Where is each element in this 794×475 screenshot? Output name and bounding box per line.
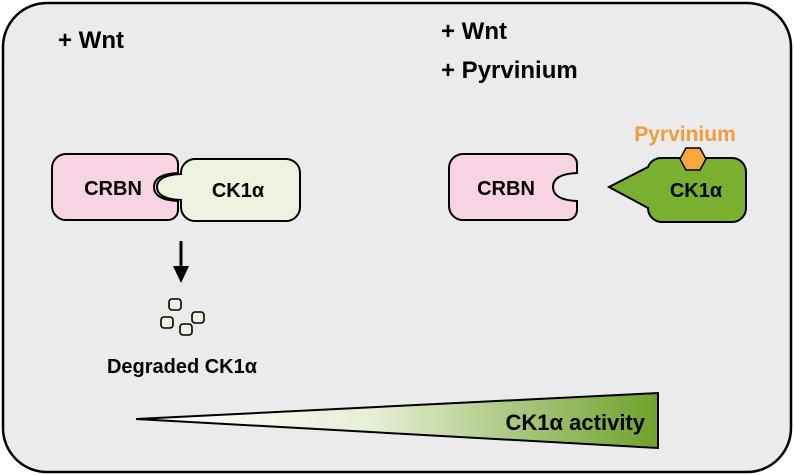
pyrvinium-label: Pyrvinium <box>634 123 736 146</box>
degraded-ck1a-label: Degraded CK1α <box>107 356 258 378</box>
ck1a-label-left: CK1α <box>212 180 265 202</box>
degraded-fragments-icon <box>160 298 205 336</box>
ck1a-activity-gradient <box>135 391 659 450</box>
pyrvinium-hexagon-icon <box>679 147 707 171</box>
ck1a-label-right: CK1α <box>670 180 723 202</box>
crbn-label-right: CRBN <box>477 178 535 200</box>
right-condition-line2: + Pyrvinium <box>441 57 578 84</box>
left-condition-label: + Wnt <box>58 27 124 54</box>
crbn-shape-right <box>448 153 578 221</box>
right-condition-line1: + Wnt <box>441 18 507 45</box>
ck1a-shape-right <box>606 156 747 223</box>
ck1a-activity-label: CK1α activity <box>506 410 646 435</box>
down-arrow-icon <box>173 241 189 283</box>
ck1a-shape-left <box>155 158 301 222</box>
crbn-shape-left <box>51 153 179 221</box>
crbn-label-left: CRBN <box>84 178 142 200</box>
